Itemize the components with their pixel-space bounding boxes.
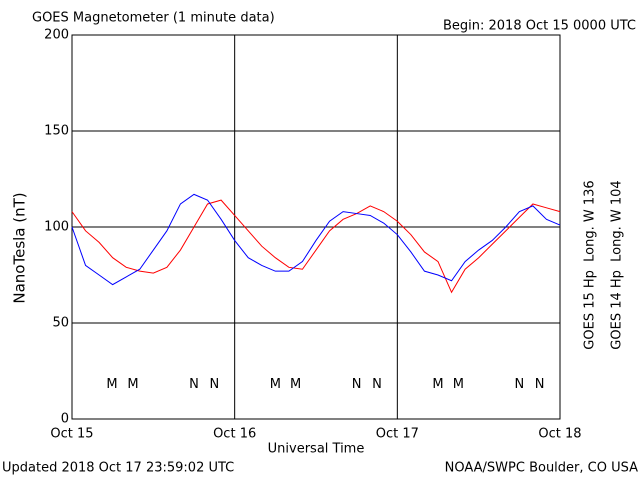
x-tick-label: Oct 15	[50, 427, 93, 442]
annotation: M	[432, 377, 443, 392]
annotation: M	[106, 377, 117, 392]
annotation: M	[290, 377, 301, 392]
y-tick-label: 150	[44, 124, 69, 139]
annotation: N	[535, 377, 545, 392]
annotation: M	[270, 377, 281, 392]
y-tick-label: 50	[52, 316, 69, 331]
footer-left: Updated 2018 Oct 17 23:59:02 UTC	[2, 461, 234, 476]
annotation: N	[189, 377, 199, 392]
y-tick-label: 0	[61, 412, 69, 427]
x-tick-label: Oct 16	[213, 427, 256, 442]
chart-title: GOES Magnetometer (1 minute data)	[32, 11, 275, 26]
legend-entry: GOES 14 Hp Long. W 104	[610, 180, 625, 349]
annotation: N	[352, 377, 362, 392]
series-line	[71, 193, 561, 286]
footer-right: NOAA/SWPC Boulder, CO USA	[445, 461, 638, 476]
annotation: N	[209, 377, 219, 392]
series-line	[71, 199, 561, 294]
legend-entry: GOES 15 Hp Long. W 136	[583, 180, 598, 349]
y-axis-label: NanoTesla (nT)	[11, 192, 29, 303]
x-tick-label: Oct 17	[376, 427, 419, 442]
annotation: N	[372, 377, 382, 392]
annotation: M	[127, 377, 138, 392]
y-tick-label: 100	[44, 220, 69, 235]
chart-subtitle: Begin: 2018 Oct 15 0000 UTC	[443, 19, 636, 34]
annotation: M	[453, 377, 464, 392]
y-tick-label: 200	[44, 28, 69, 43]
x-axis-label: Universal Time	[268, 442, 365, 457]
annotation: N	[514, 377, 524, 392]
x-tick-label: Oct 18	[538, 427, 581, 442]
